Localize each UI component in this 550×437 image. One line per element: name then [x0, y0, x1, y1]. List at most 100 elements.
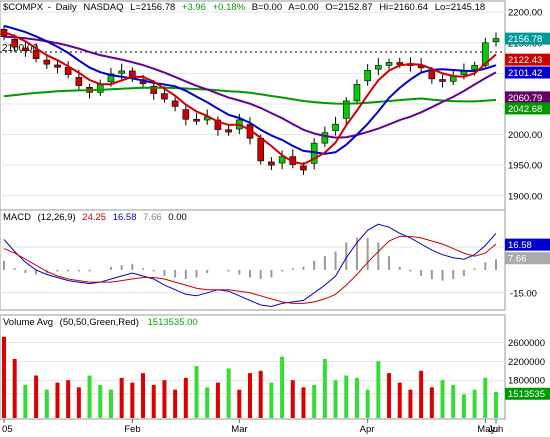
signal-line	[3, 235, 497, 304]
value-badge-text: 1513535	[508, 389, 545, 400]
macd-legend-signal: 16.58	[113, 212, 137, 223]
volume-legend-label: Volume Avg	[3, 317, 53, 328]
volume-bar	[248, 373, 252, 418]
volume-bar	[12, 358, 17, 418]
x-tick-label: Jun	[488, 424, 503, 435]
volume-bar	[387, 373, 392, 418]
volume-bar	[333, 380, 338, 418]
volume-bar	[141, 373, 146, 418]
header-bid: B=0.00	[252, 2, 282, 13]
volume-bar	[408, 389, 413, 418]
volume-legend-params: (50,50,Green,Red)	[60, 317, 139, 328]
value-badge-bg	[505, 53, 550, 66]
value-badge-text: 2060.79	[508, 93, 542, 104]
macd-tick-label: -15.00	[510, 288, 537, 299]
value-badge-price: 2156.78	[505, 32, 550, 45]
candle-body	[364, 70, 371, 82]
candle-body	[96, 84, 104, 93]
macd-grid	[0, 246, 505, 294]
volume-legend-value: 1513535.00	[148, 317, 198, 328]
macd-legend: MACD (12,26,9) 24.25 16.58 7.66 0.00	[3, 212, 187, 223]
value-badge-text: 2156.78	[508, 34, 542, 45]
candle-body	[278, 156, 286, 164]
x-tick-label: Mar	[231, 424, 247, 435]
macd-legend-label: MACD	[3, 212, 31, 223]
volume-tick-label: 1800000	[508, 376, 545, 387]
volume-bar	[494, 392, 498, 418]
value-badge-text: 2042.68	[508, 104, 542, 115]
macd-legend-params: (12,26,9)	[38, 212, 76, 223]
volume-bar	[483, 377, 488, 418]
macd-legend-zero: 0.00	[168, 212, 187, 223]
macd-panel: 15.00-15.00 16.587.66 MACD (12,26,9) 24.…	[0, 209, 550, 311]
candle-body	[353, 84, 361, 102]
volume-badges: 1513535	[505, 387, 550, 400]
volume-panel-frame	[0, 314, 506, 420]
candle-body	[257, 137, 264, 162]
volume-bar	[119, 377, 124, 418]
candle-body	[375, 65, 382, 70]
volume-bar	[237, 389, 242, 418]
volume-bar	[301, 387, 306, 418]
macd-legend-macd: 24.25	[82, 212, 106, 223]
candle-body	[214, 119, 222, 130]
reference-label: 2100.00	[2, 43, 39, 54]
candle-body	[321, 132, 329, 144]
price-tick-label: 2000.00	[508, 130, 542, 141]
volume-bar	[76, 387, 81, 418]
volume-bar	[183, 377, 188, 418]
price-panel: 2100.00 2200.002150.002100.002050.002000…	[0, 0, 550, 211]
volume-bar	[344, 375, 349, 418]
header-exchange: NASDAQ	[83, 2, 123, 13]
value-badge-blue: 16.58	[505, 238, 550, 251]
ma-blue-line	[3, 24, 497, 155]
candle-body	[268, 161, 275, 166]
candle-body	[439, 79, 446, 82]
price-tick-label: 1900.00	[508, 191, 542, 202]
header-low: Lo=2145.18	[435, 2, 485, 13]
volume-bar	[130, 382, 135, 418]
candle-body	[43, 59, 51, 65]
candle-body	[75, 77, 83, 86]
volume-bar	[290, 380, 295, 418]
candle-body	[332, 123, 339, 131]
volume-bar	[151, 384, 156, 418]
volume-bar	[280, 356, 285, 418]
value-badge-bg	[505, 91, 550, 104]
volume-bar	[429, 387, 434, 418]
volume-bar	[55, 382, 60, 418]
candle-body	[193, 118, 200, 122]
x-tick-label: 05	[2, 424, 13, 435]
header-high: Hi=2160.64	[379, 2, 428, 13]
value-badge-bg	[505, 32, 550, 45]
price-tick-label: 1950.00	[508, 161, 542, 172]
volume-legend: Volume Avg (50,50,Green,Red) 1513535.00	[3, 317, 198, 328]
volume-bar	[34, 375, 39, 418]
header-open: O=2152.87	[325, 2, 372, 13]
value-badge-bg	[505, 238, 550, 251]
volume-bar	[194, 366, 199, 418]
value-badge-red: 2122.43	[505, 53, 550, 66]
candle-body	[54, 64, 61, 68]
candle-body	[482, 42, 489, 66]
x-tick-label: Apr	[360, 424, 375, 435]
candle-body	[171, 100, 179, 107]
volume-bar	[66, 380, 71, 418]
candle-body	[150, 85, 158, 94]
value-badge-text: 2101.42	[508, 68, 542, 79]
volume-bar	[205, 387, 210, 418]
macd-panel-frame	[0, 209, 506, 311]
candle-body	[22, 47, 29, 52]
header-symbol: $COMPX	[3, 2, 44, 13]
candles	[0, 25, 500, 175]
volume-bar	[269, 382, 274, 418]
value-badge-grey: 7.66	[505, 252, 550, 265]
ma-purple-line	[3, 35, 497, 139]
volume-bar	[44, 389, 49, 418]
value-badge-green: 2042.68	[505, 102, 550, 115]
value-badge-bg	[505, 387, 550, 400]
value-badge-blue: 2101.42	[505, 66, 550, 79]
